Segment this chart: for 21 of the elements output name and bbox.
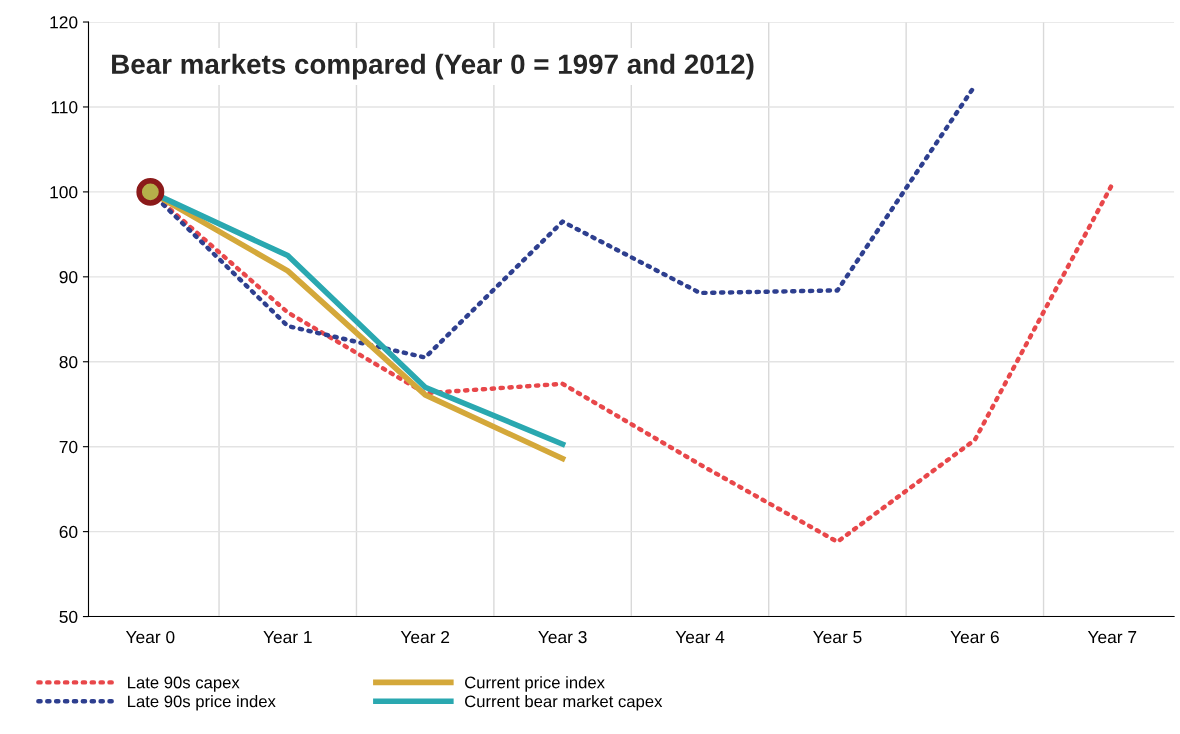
y-tick-label: 60 [59, 525, 78, 539]
x-tick-label: Year 2 [400, 630, 450, 644]
legend-label: Late 90s price index [128, 695, 276, 711]
legend-label: Current bear market capex [465, 695, 663, 711]
y-tick-label: 110 [51, 101, 78, 114]
y-tick-label: 120 [50, 16, 78, 29]
y-tick-label: 50 [59, 610, 78, 624]
legend-label: Late 90s capex [128, 676, 240, 692]
x-tick-label: Year 4 [675, 631, 725, 644]
y-tick-label: 70 [59, 440, 78, 454]
text: Bear markets compared (Year 0 = 1997 and 2012) [112, 53, 754, 80]
y-tick-label: 90 [59, 270, 78, 284]
x-tick-label: Year 0 [125, 630, 175, 644]
x-tick-label: Year 7 [1087, 631, 1137, 644]
x-tick-label: Year 6 [950, 630, 999, 644]
y-tick-label: 80 [59, 355, 78, 369]
x-tick-label: Year 5 [813, 631, 862, 644]
y-tick-label: 100 [50, 186, 78, 199]
legend-label: Current price index [465, 676, 605, 692]
x-tick-label: Year 1 [263, 631, 312, 644]
x-tick-label: Year 3 [538, 630, 587, 644]
